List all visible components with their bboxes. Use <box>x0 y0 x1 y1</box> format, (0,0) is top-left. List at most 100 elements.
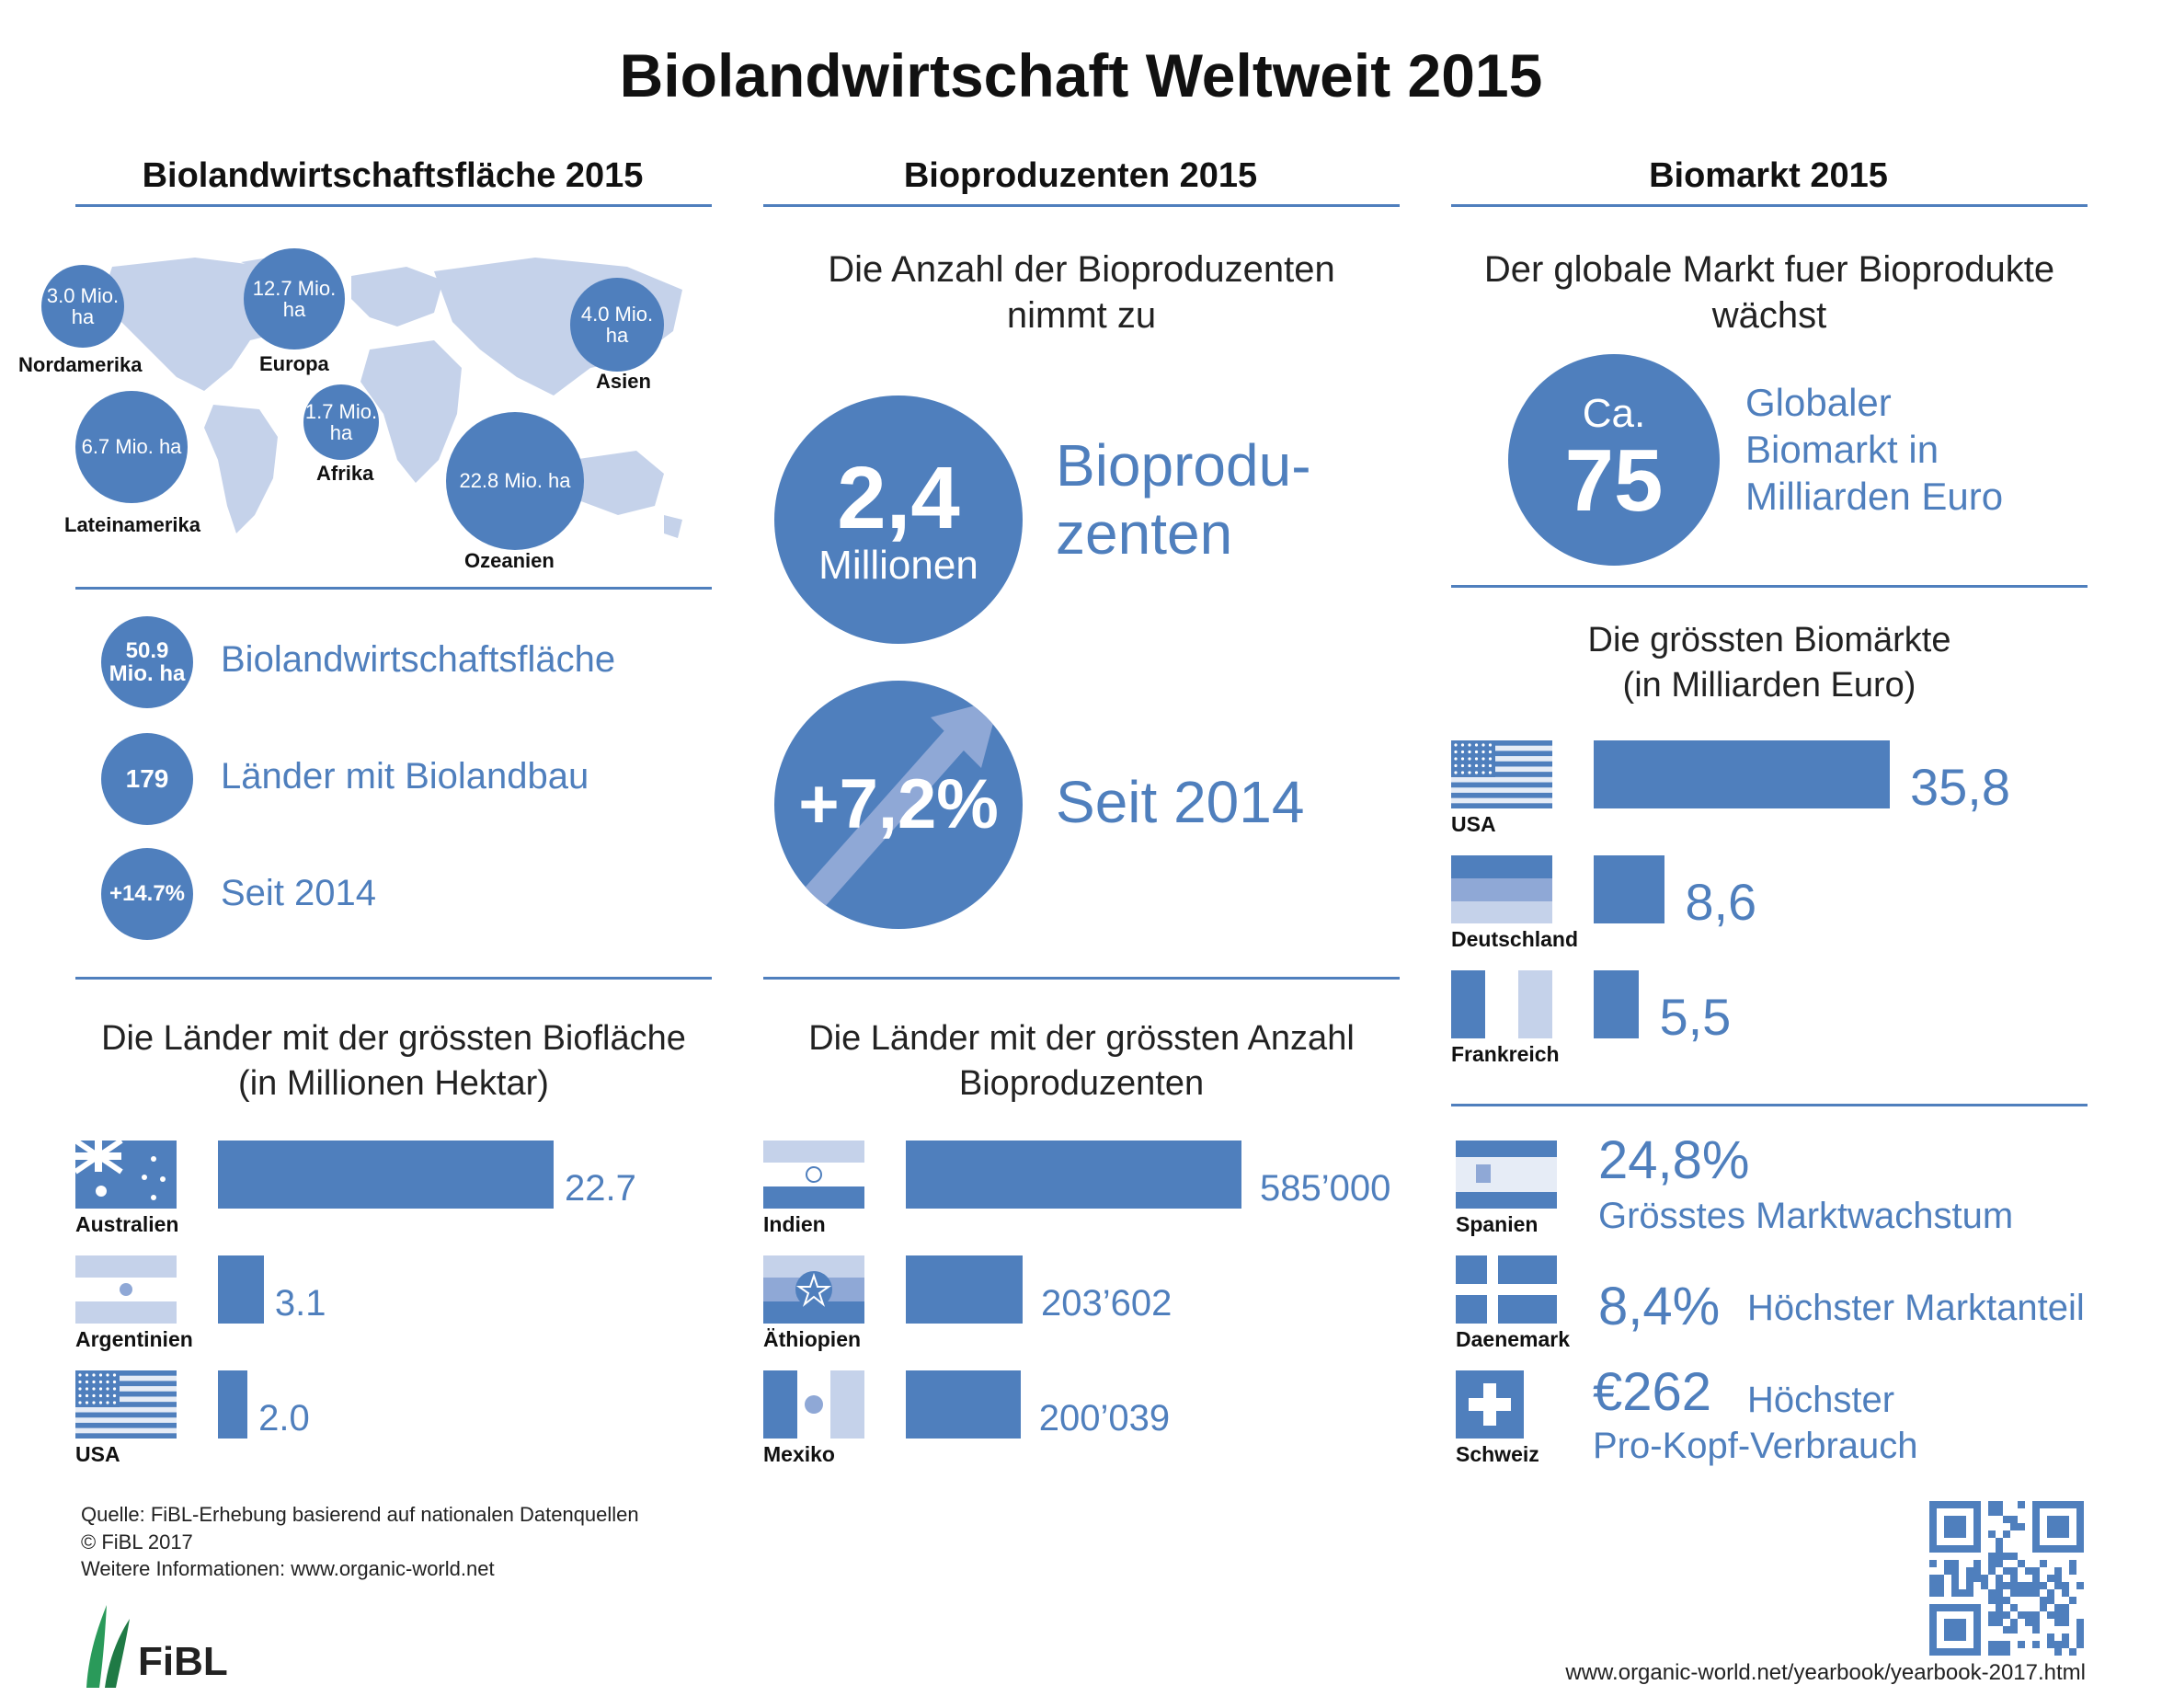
bar-mark <box>906 1370 1021 1439</box>
bar-mark <box>218 1370 248 1439</box>
bar-category-label: Argentinien <box>75 1327 193 1351</box>
flag-australien-icon <box>74 1138 177 1213</box>
col2-intro-line1: Die Anzahl der Bioproduzenten <box>828 249 1335 290</box>
highlight-value-denmark: 8,4% <box>1598 1277 1721 1336</box>
producers-circle: 2,4 Millionen <box>774 395 1023 644</box>
market-label-line3: Milliarden Euro <box>1745 475 2004 519</box>
chart-bioproduzenten: Indien 585’000 Äthiopien 203’602 Mexiko 200… <box>763 1141 1425 1481</box>
region-label-asien: Asien <box>596 370 651 393</box>
chart1-heading-line1: Die Länder mit der grössten Biofläche <box>101 1019 686 1058</box>
bar-value-label: 200’039 <box>1038 1398 1171 1439</box>
region-bubble-ozeanien: 22.8 Mio. ha <box>446 412 584 550</box>
chart-biofläche: Australien 22.7 Argentinien 3.1 USA 2.0 <box>74 1138 712 1481</box>
market-ca: Ca. <box>1582 390 1646 436</box>
growth-arrow-icon <box>800 699 1000 911</box>
producers-unit: Millionen <box>818 543 978 589</box>
bar-category-label: Australien <box>75 1212 179 1236</box>
bar-mark <box>906 1141 1241 1209</box>
stat-text-area: Biolandwirtschaftsfläche <box>221 639 616 680</box>
region-label-ozeanien: Ozeanien <box>464 549 555 572</box>
stat-badge-growth: +14.7% <box>101 848 193 940</box>
col3-rule-2 <box>1451 585 2088 588</box>
producers-label-line2: zenten <box>1056 499 1233 567</box>
region-bubble-lateinamerika: 6.7 Mio. ha <box>75 391 188 503</box>
highlight-country-denmark: Daenemark <box>1456 1327 1571 1351</box>
stat-text-countries: Länder mit Biolandbau <box>221 756 589 797</box>
producers-growth-label: Seit 2014 <box>1056 769 1305 835</box>
highlight-country-spain: Spanien <box>1456 1212 1539 1236</box>
highlight-country-switzerland: Schweiz <box>1456 1442 1539 1466</box>
col3-intro-line2: wächst <box>1711 295 1827 336</box>
bar-value-label: 2.0 <box>258 1398 310 1439</box>
bar-category-label: Mexiko <box>763 1442 835 1466</box>
bar-mark <box>906 1255 1024 1324</box>
producers-value: 2,4 <box>837 448 960 547</box>
bar-category-label: USA <box>1451 812 1496 836</box>
chart-biomaerkte: USA 35,8 Deutschland 8,6 Frankreich 5,5 <box>1451 740 2088 1081</box>
col3-intro-line1: Der globale Markt fuer Bioprodukte <box>1483 249 2055 290</box>
chart3-heading: Die grössten Biomärkte (in Milliarden Eu… <box>1451 618 2088 709</box>
flag-deutschland-icon <box>1451 855 1552 928</box>
bar-value-label: 35,8 <box>1910 758 2010 816</box>
region-label-afrika: Afrika <box>316 462 374 485</box>
chart1-heading-line2: (in Millionen Hektar) <box>238 1064 549 1104</box>
bar-mark <box>218 1255 264 1324</box>
flag-indien-icon <box>763 1141 864 1213</box>
footer-source: Quelle: FiBL-Erhebung basierend auf nati… <box>81 1501 639 1583</box>
bar-mark <box>218 1141 554 1209</box>
col1-rule-2 <box>75 587 712 590</box>
stat-text-growth: Seit 2014 <box>221 873 377 913</box>
region-label-lateinamerika: Lateinamerika <box>64 513 200 536</box>
col3-rule-3 <box>1451 1104 2088 1106</box>
footer-info: Weitere Informationen: www.organic-world… <box>81 1557 495 1581</box>
bar-value-label: 8,6 <box>1685 873 1757 931</box>
footer-copyright: © FiBL 2017 <box>81 1530 193 1553</box>
bar-value-label: 22.7 <box>565 1168 636 1209</box>
chart3-heading-line2: (in Milliarden Euro) <box>1622 666 1916 705</box>
bar-value-label: 5,5 <box>1659 988 1732 1046</box>
col2-rule <box>763 204 1400 207</box>
footer-url[interactable]: www.organic-world.net/yearbook/yearbook-… <box>1565 1660 2086 1685</box>
highlight-value-spain: 24,8% <box>1598 1130 1750 1190</box>
region-bubble-afrika: 1.7 Mio. ha <box>303 384 379 460</box>
col2-heading: Bioproduzenten 2015 <box>903 156 1258 195</box>
market-circle: Ca. 75 <box>1508 354 1720 566</box>
bar-value-label: 585’000 <box>1260 1168 1391 1209</box>
page-title: Biolandwirtschaft Weltweit 2015 <box>619 41 1543 109</box>
flag-frankreich-icon <box>1451 970 1552 1043</box>
flag-denmark-icon <box>1456 1255 1557 1324</box>
highlight-value-switzerland: €262 <box>1593 1362 1712 1422</box>
producers-growth-value: +7,2% <box>798 765 999 844</box>
chart3-heading-line1: Die grössten Biomärkte <box>1587 621 1951 659</box>
col3-intro: Der globale Markt fuer Bioprodukte wächs… <box>1451 246 2088 338</box>
bar-category-label: USA <box>75 1442 120 1466</box>
bar-category-label: Indien <box>763 1212 826 1236</box>
qr-code-icon[interactable] <box>1929 1501 2084 1656</box>
col3-rule <box>1451 204 2088 207</box>
flag-mexiko-icon <box>763 1370 864 1443</box>
market-label-line2: Biomarkt in <box>1745 428 1939 472</box>
fibl-leaf-icon <box>86 1605 130 1688</box>
highlight-text-switzerland: Höchster <box>1747 1380 1895 1420</box>
bar-category-label: Frankreich <box>1451 1042 1560 1066</box>
bar-mark <box>1594 740 1890 808</box>
region-bubble-europa: 12.7 Mio. ha <box>244 248 345 350</box>
chart2-heading-line1: Die Länder mit der grössten Anzahl <box>808 1019 1355 1058</box>
bar-category-label: Äthiopien <box>763 1327 862 1351</box>
col1-heading: Biolandwirtschaftsfläche 2015 <box>142 156 644 195</box>
flag-usa-icon <box>75 1370 177 1443</box>
stat-badge-area: 50.9 Mio. ha <box>101 616 193 708</box>
market-label: Globaler Biomarkt in Milliarden Euro <box>1745 379 2003 521</box>
market-value: 75 <box>1564 430 1664 530</box>
flag-argentinien-icon <box>75 1255 177 1328</box>
col1-rule <box>75 204 712 207</box>
stat-badge-countries: 179 <box>101 733 193 825</box>
region-bubble-asien: 4.0 Mio. ha <box>570 278 664 372</box>
fibl-logo-text: FiBL <box>138 1639 228 1684</box>
chart2-heading: Die Länder mit der grössten Anzahl Biopr… <box>763 1016 1400 1107</box>
bar-mark <box>1594 855 1665 923</box>
footer-source-line: Quelle: FiBL-Erhebung basierend auf nati… <box>81 1503 639 1526</box>
region-label-nordamerika: Nordamerika <box>18 353 143 376</box>
bar-mark <box>1594 970 1640 1038</box>
col2-rule-2 <box>763 977 1400 980</box>
